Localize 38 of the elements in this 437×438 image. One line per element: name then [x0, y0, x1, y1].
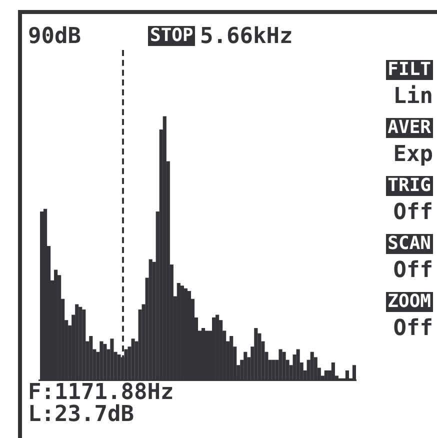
text: Exp	[393, 142, 433, 167]
text: FILT	[386, 59, 433, 80]
bar	[131, 338, 135, 381]
annotation: F:1171.88Hz	[28, 380, 174, 405]
bar	[43, 208, 48, 381]
bar	[244, 352, 248, 381]
text: Off	[393, 258, 433, 283]
bar	[100, 341, 104, 381]
bar	[124, 349, 128, 381]
bar	[204, 330, 209, 381]
text: Off	[393, 316, 433, 341]
bar	[272, 360, 276, 381]
bar	[82, 310, 86, 381]
bar	[254, 328, 258, 381]
text: 90dB	[28, 24, 81, 49]
bar	[296, 349, 300, 381]
bar	[324, 370, 328, 381]
text: ZOOM	[386, 291, 433, 312]
text: AVER	[386, 117, 433, 138]
bar	[110, 338, 114, 381]
text: 5.66kHz	[200, 24, 293, 49]
text: Off	[393, 200, 433, 225]
text: STOP	[148, 25, 196, 46]
bar	[310, 352, 314, 381]
bar	[89, 336, 93, 381]
text: Lin	[393, 84, 433, 109]
text: L:23.7dB	[28, 402, 134, 427]
bar	[201, 328, 206, 381]
bar	[103, 344, 107, 381]
bar	[278, 349, 282, 381]
bar	[117, 354, 121, 381]
bar	[338, 378, 342, 381]
bar	[345, 370, 350, 381]
bar	[331, 362, 335, 381]
bar	[282, 352, 286, 381]
text: SCAN	[386, 233, 433, 254]
text: TRIG	[386, 175, 433, 196]
bar	[187, 290, 192, 381]
